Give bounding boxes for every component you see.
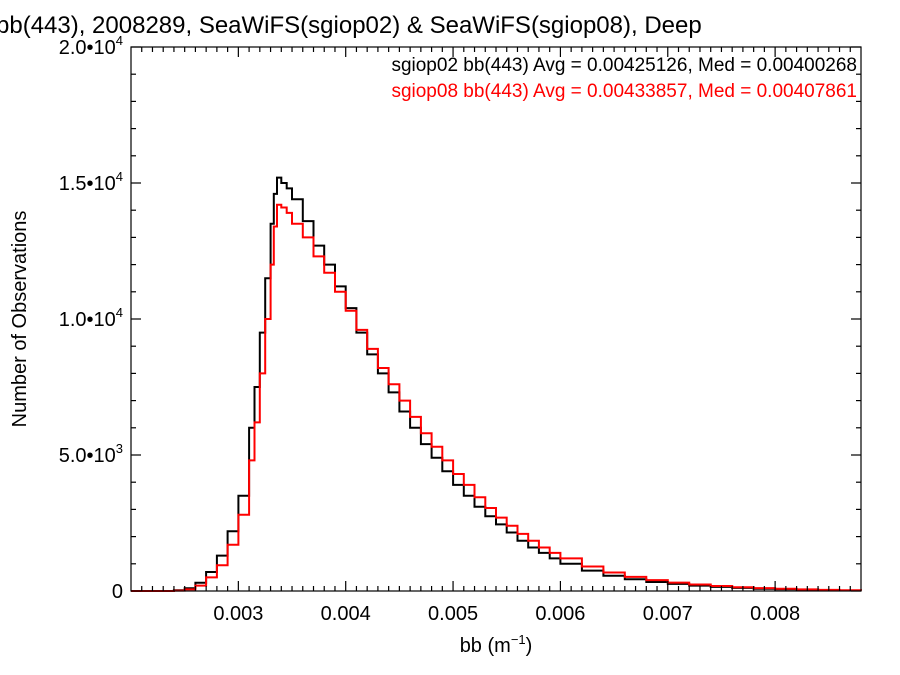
y-axis-label: Number of Observations	[9, 211, 31, 428]
y-tick-label-exponent: 3	[116, 441, 123, 456]
y-tick-label: 2.0•104	[59, 33, 123, 59]
x-tick-label: 0.007	[643, 603, 693, 625]
x-axis-label: bb (m−1)	[460, 632, 533, 657]
annotation-sgiop08: sgiop08 bb(443) Avg = 0.00433857, Med = …	[391, 81, 857, 102]
y-tick-label-base: 1.5•10	[59, 173, 116, 195]
x-tick-label: 0.004	[321, 603, 371, 625]
x-tick-label: 0.003	[213, 603, 263, 625]
annotation-sgiop02: sgiop02 bb(443) Avg = 0.00425126, Med = …	[391, 55, 857, 76]
tick-layer: 0.003 0.004 0.005 0.006 0.007 0.008 0 5.0•103 1.…	[59, 33, 861, 625]
y-tick-label-base: 5.0•10	[59, 445, 116, 467]
y-tick-label-base: 2.0•10	[59, 37, 116, 59]
y-tick-label-exponent: 4	[116, 169, 123, 184]
y-tick-label-base: 0	[112, 581, 123, 603]
chart-title: bb(443), 2008289, SeaWiFS(sgiop02) & Sea…	[0, 12, 702, 39]
y-tick-label: 0	[112, 581, 123, 603]
x-tick-label: 0.005	[428, 603, 478, 625]
x-axis-label-main: bb (m	[460, 635, 511, 657]
x-tick-label: 0.006	[535, 603, 585, 625]
y-tick-label: 1.5•104	[59, 169, 123, 195]
x-axis-label-sup: −1	[511, 632, 526, 647]
y-tick-label: 1.0•104	[59, 305, 123, 331]
series-sgiop08-line	[131, 203, 862, 592]
y-tick-label-exponent: 4	[116, 33, 123, 48]
x-tick-label: 0.008	[750, 603, 800, 625]
x-axis-label-tail: )	[526, 635, 533, 657]
y-tick-label: 5.0•103	[59, 441, 123, 467]
y-tick-label-exponent: 4	[116, 305, 123, 320]
y-tick-label-base: 1.0•10	[59, 309, 116, 331]
